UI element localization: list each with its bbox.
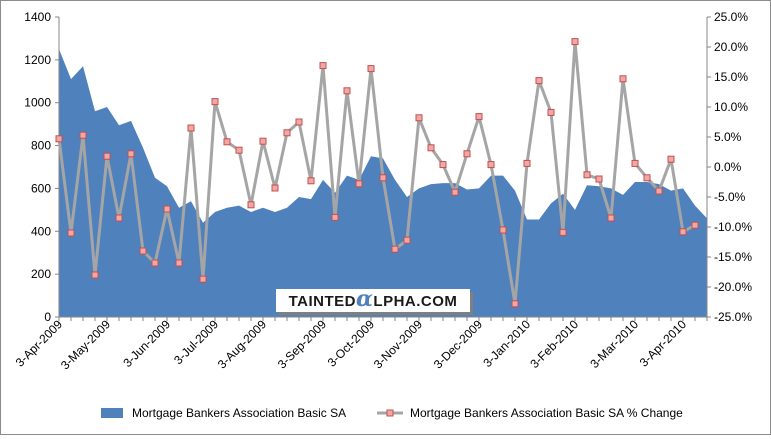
right-tick-label: 15.0% <box>714 70 748 84</box>
line-marker <box>607 214 615 222</box>
watermark-text: TAINTEDαLPHA.COM <box>289 286 458 312</box>
right-tick-label: 20.0% <box>714 40 748 54</box>
line-marker <box>595 175 603 183</box>
x-tick-label: 3-Oct-2009 <box>325 317 378 370</box>
right-tick-label: 5.0% <box>714 130 742 144</box>
line-marker <box>499 226 507 234</box>
x-tick-label: 3-Jan-2010 <box>480 317 533 370</box>
left-tick-label: 1000 <box>24 96 51 110</box>
x-tick-label: 3-Apr-2010 <box>637 317 690 370</box>
line-marker <box>559 228 567 236</box>
line-marker <box>511 300 519 308</box>
line-marker <box>379 174 387 182</box>
line-marker <box>223 138 231 146</box>
line-marker <box>271 184 279 192</box>
x-tick-label: 3-Nov-2009 <box>371 317 425 371</box>
line-marker <box>211 98 219 106</box>
legend: Mortgage Bankers Association Basic SA Mo… <box>101 406 683 420</box>
line-marker <box>307 177 315 185</box>
left-tick-label: 200 <box>31 267 51 281</box>
line-marker <box>55 135 63 143</box>
left-tick-label: 600 <box>31 181 51 195</box>
watermark-text-part1: TAINTED <box>289 293 356 310</box>
right-tick-label: -20.0% <box>714 280 752 294</box>
legend-swatch-marker <box>386 409 394 417</box>
line-marker <box>427 144 435 152</box>
line-marker <box>295 118 303 126</box>
line-marker <box>319 62 327 70</box>
line-marker <box>235 146 243 154</box>
line-marker <box>475 113 483 121</box>
right-tick-label: 25.0% <box>714 10 748 24</box>
line-marker <box>103 152 111 160</box>
line-marker <box>631 159 639 167</box>
line-marker <box>367 65 375 73</box>
watermark-alpha-glyph: α <box>356 286 373 312</box>
x-tick-label: 3-Feb-2010 <box>527 317 581 371</box>
line-marker <box>571 38 579 46</box>
x-tick-label: 3-May-2009 <box>58 317 113 372</box>
marker-layer <box>55 38 699 308</box>
right-tick-label: 0.0% <box>714 160 742 174</box>
line-marker <box>343 87 351 95</box>
line-marker <box>187 124 195 132</box>
line-marker <box>547 108 555 116</box>
line-marker <box>463 150 471 158</box>
left-tick-label: 800 <box>31 139 51 153</box>
line-marker <box>283 129 291 137</box>
right-tick-label: -25.0% <box>714 310 752 324</box>
line-marker <box>139 247 147 255</box>
watermark-logo: TAINTEDαLPHA.COM <box>276 286 473 315</box>
line-marker <box>391 245 399 253</box>
x-tick-label: 3-Jul-2009 <box>171 317 221 367</box>
line-marker <box>535 77 543 85</box>
line-marker <box>643 174 651 182</box>
line-marker <box>487 161 495 169</box>
line-marker <box>583 171 591 179</box>
line-marker <box>355 180 363 188</box>
line-marker <box>619 75 627 83</box>
line-marker <box>67 229 75 237</box>
left-tick-label: 1400 <box>24 10 51 24</box>
line-marker <box>415 114 423 122</box>
line-marker <box>259 137 267 145</box>
line-marker <box>331 213 339 221</box>
line-marker <box>175 259 183 267</box>
x-tick-label: 3-Jun-2009 <box>120 317 173 370</box>
line-marker <box>451 188 459 196</box>
legend-label-area: Mortgage Bankers Association Basic SA <box>132 406 346 420</box>
x-tick-label: 3-Aug-2009 <box>215 317 269 371</box>
x-tick-label: 3-Dec-2009 <box>431 317 485 371</box>
line-marker <box>655 187 663 195</box>
line-marker <box>691 221 699 229</box>
right-tick-label: -15.0% <box>714 250 752 264</box>
right-tick-label: -5.0% <box>714 190 746 204</box>
line-marker <box>439 161 447 169</box>
left-tick-label: 400 <box>31 224 51 238</box>
line-marker <box>91 271 99 279</box>
line-marker <box>163 205 171 213</box>
watermark-box <box>276 289 470 312</box>
line-marker <box>679 228 687 236</box>
line-marker <box>523 159 531 167</box>
left-tick-label: 0 <box>44 310 51 324</box>
left-tick-label: 1200 <box>24 53 51 67</box>
legend-label-line: Mortgage Bankers Association Basic SA % … <box>410 406 683 420</box>
right-tick-label: 10.0% <box>714 100 748 114</box>
right-tick-label: -10.0% <box>714 220 752 234</box>
line-marker <box>151 259 159 267</box>
watermark-text-part2: LPHA.COM <box>373 293 457 310</box>
line-marker <box>403 236 411 244</box>
legend-swatch-area <box>101 408 123 418</box>
x-tick-label: 3-Sep-2009 <box>275 317 329 371</box>
line-marker <box>247 201 255 209</box>
line-marker <box>127 150 135 158</box>
line-marker <box>115 214 123 222</box>
x-tick-label: 3-Mar-2010 <box>587 317 641 371</box>
line-marker <box>199 275 207 283</box>
line-marker <box>79 131 87 139</box>
line-marker <box>667 155 675 163</box>
